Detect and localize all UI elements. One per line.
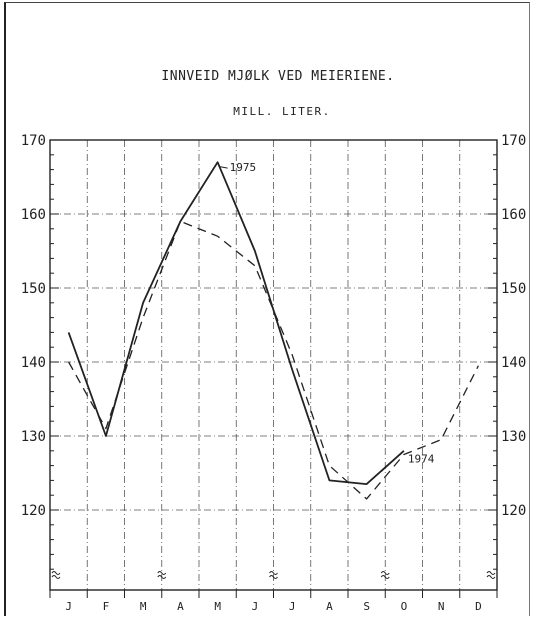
axis-break-mark	[380, 571, 390, 579]
x-tick-label: D	[475, 600, 482, 613]
series-line-1974	[68, 220, 479, 500]
axis-break-mark	[157, 571, 167, 579]
y-tick-label-right: 140	[501, 355, 526, 371]
y-tick-label-left: 120	[21, 503, 46, 519]
axis-break-mark	[486, 571, 496, 579]
x-tick-label: J	[252, 600, 259, 613]
x-tick-label: A	[177, 600, 184, 613]
x-tick-label: J	[65, 600, 72, 613]
chart-subtitle: MILL. LITER.	[233, 105, 330, 118]
y-tick-label-left: 130	[21, 429, 46, 445]
y-tick-label-left: 150	[21, 281, 46, 297]
series-label-leader-1975	[219, 166, 228, 169]
chart-frame	[4, 2, 530, 616]
x-tick-label: J	[289, 600, 296, 613]
chart-title: INNVEID MJØLK VED MEIERIENE.	[161, 69, 394, 84]
series-label-1974: 1974	[408, 453, 435, 466]
x-tick-label: F	[103, 600, 110, 613]
plot-area: 120 120 130 130 140 140 150 150 160 160 170 170 J F M A…	[21, 133, 527, 613]
x-tick-label: O	[401, 600, 408, 613]
series-label-1975: 1975	[230, 161, 257, 174]
x-tick-label: S	[363, 600, 370, 613]
axis-break-mark	[269, 571, 278, 579]
y-tick-label-left: 160	[21, 207, 46, 223]
x-tick-label: N	[438, 600, 445, 613]
x-tick-label: A	[326, 600, 333, 613]
y-tick-label-right: 160	[501, 207, 526, 223]
axis-break-mark	[51, 571, 61, 579]
x-tick-label: M	[140, 600, 147, 613]
y-tick-label-right: 150	[501, 281, 526, 297]
y-tick-label-right: 130	[501, 429, 526, 445]
y-tick-label-left: 140	[21, 355, 46, 371]
x-tick-label: M	[214, 600, 221, 613]
y-tick-label-left: 170	[21, 133, 46, 149]
y-tick-label-right: 120	[501, 503, 526, 519]
y-tick-label-right: 170	[501, 133, 526, 149]
